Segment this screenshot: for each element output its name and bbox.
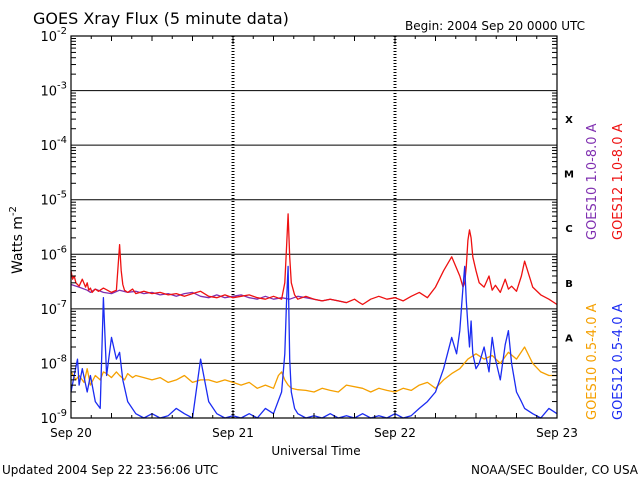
y-tick-exp: -7 [57,299,67,310]
legend-entry: GOES12 0.5-4.0 A [611,303,626,420]
y-tick-base: 10 [40,30,57,45]
y-tick-exp: -2 [57,26,67,37]
updated-label: Updated 2004 Sep 22 23:56:06 UTC [2,463,218,477]
y-tick-base: 10 [40,357,57,372]
y-tick-label: 10-2 [40,26,67,45]
grid [71,35,557,419]
y-tick-exp: -8 [57,353,67,364]
y-tick-label: 10-4 [40,135,67,154]
y-tick-base: 10 [40,248,57,263]
x-tick-label: Sep 22 [374,426,416,440]
flare-class-label: B [565,279,573,290]
flare-class-label: M [564,170,574,181]
y-tick-base: 10 [40,139,57,154]
y-tick-exp: -5 [57,190,67,201]
begin-label: Begin: 2004 Sep 20 0000 UTC [405,19,585,33]
series-line [70,265,558,419]
series-line [70,346,557,393]
y-tick-base: 10 [40,303,57,318]
y-tick-label: 10-7 [40,299,67,318]
y-tick-exp: -6 [57,244,67,255]
y-tick-label: 10-6 [40,244,67,263]
flare-class-label: A [565,333,573,344]
y-tick-label: 10-9 [40,408,67,427]
credit-label: NOAA/SEC Boulder, CO USA [471,463,639,477]
y-axis-label: Watts m-2 [8,206,26,274]
y-axis-label-exp: -2 [8,206,19,216]
flare-class-label: X [565,115,573,126]
y-tick-exp: -9 [57,408,67,419]
chart-title: GOES Xray Flux (5 minute data) [33,9,289,28]
series-line [70,283,347,304]
series-lines [70,213,558,419]
legend-entry: GOES10 1.0-8.0 A [585,123,600,240]
y-tick-label: 10-3 [40,81,67,100]
x-axis-label: Universal Time [271,444,360,458]
legend: GOES10 1.0-8.0 A GOES12 1.0-8.0 A GOES10 0… [585,123,626,420]
y-tick-base: 10 [40,85,57,100]
y-tick-exp: -4 [57,135,67,146]
y-tick-label: 10-8 [40,353,67,372]
legend-entry: GOES10 0.5-4.0 A [585,303,600,420]
x-tick-label: Sep 20 [50,426,92,440]
flare-class-label: C [565,224,572,235]
y-axis-label-text: Watts m [10,216,26,274]
y-tick-base: 10 [40,194,57,209]
y-tick-exp: -3 [57,81,67,92]
series-line [70,213,558,306]
legend-entry: GOES12 1.0-8.0 A [611,123,626,240]
x-tick-label: Sep 21 [212,426,254,440]
plot-frame [70,35,558,419]
y-tick-base: 10 [40,412,57,427]
y-tick-label: 10-5 [40,190,67,209]
x-tick-label: Sep 23 [536,426,578,440]
